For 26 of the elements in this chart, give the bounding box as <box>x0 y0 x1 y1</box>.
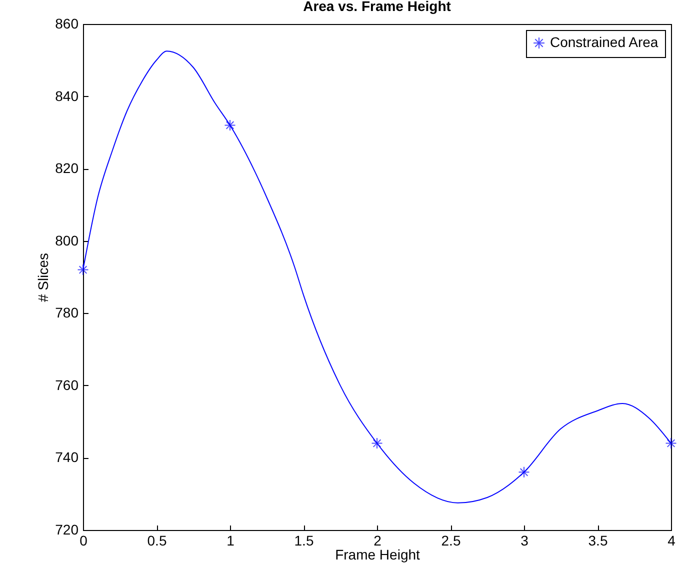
y-tick-label: 780 <box>55 304 79 321</box>
x-tick-label: 1 <box>226 532 235 548</box>
x-axis-title: Frame Height <box>335 546 420 562</box>
point <box>518 466 530 478</box>
x-tick-label: 0.5 <box>147 532 167 548</box>
point <box>77 264 89 276</box>
x-tick-label: 0 <box>80 532 88 548</box>
x-tick-label: 3 <box>520 532 529 548</box>
y-axis-title: # Slices <box>35 252 52 302</box>
x-tick-label: 3.5 <box>588 532 608 548</box>
y-tick-label: 800 <box>55 232 79 248</box>
y-tick-label: 840 <box>55 88 79 104</box>
y-tick-label: 740 <box>55 449 79 466</box>
y-tick-label: 760 <box>55 376 79 393</box>
chart-title: Area vs. Frame Height <box>303 0 452 14</box>
legend-label: Constrained Area <box>550 34 658 50</box>
x-tick-label: 2.5 <box>441 532 461 548</box>
point <box>371 438 383 449</box>
x-tick-label: 1.5 <box>294 532 314 548</box>
x-tick-label: 4 <box>668 532 676 548</box>
y-tick-label: 820 <box>55 160 79 176</box>
y-tick-label: 720 <box>55 522 79 538</box>
point <box>665 438 677 449</box>
y-tick-label: 860 <box>55 16 79 32</box>
point <box>224 119 236 131</box>
x-tick-label: 2 <box>374 532 382 548</box>
